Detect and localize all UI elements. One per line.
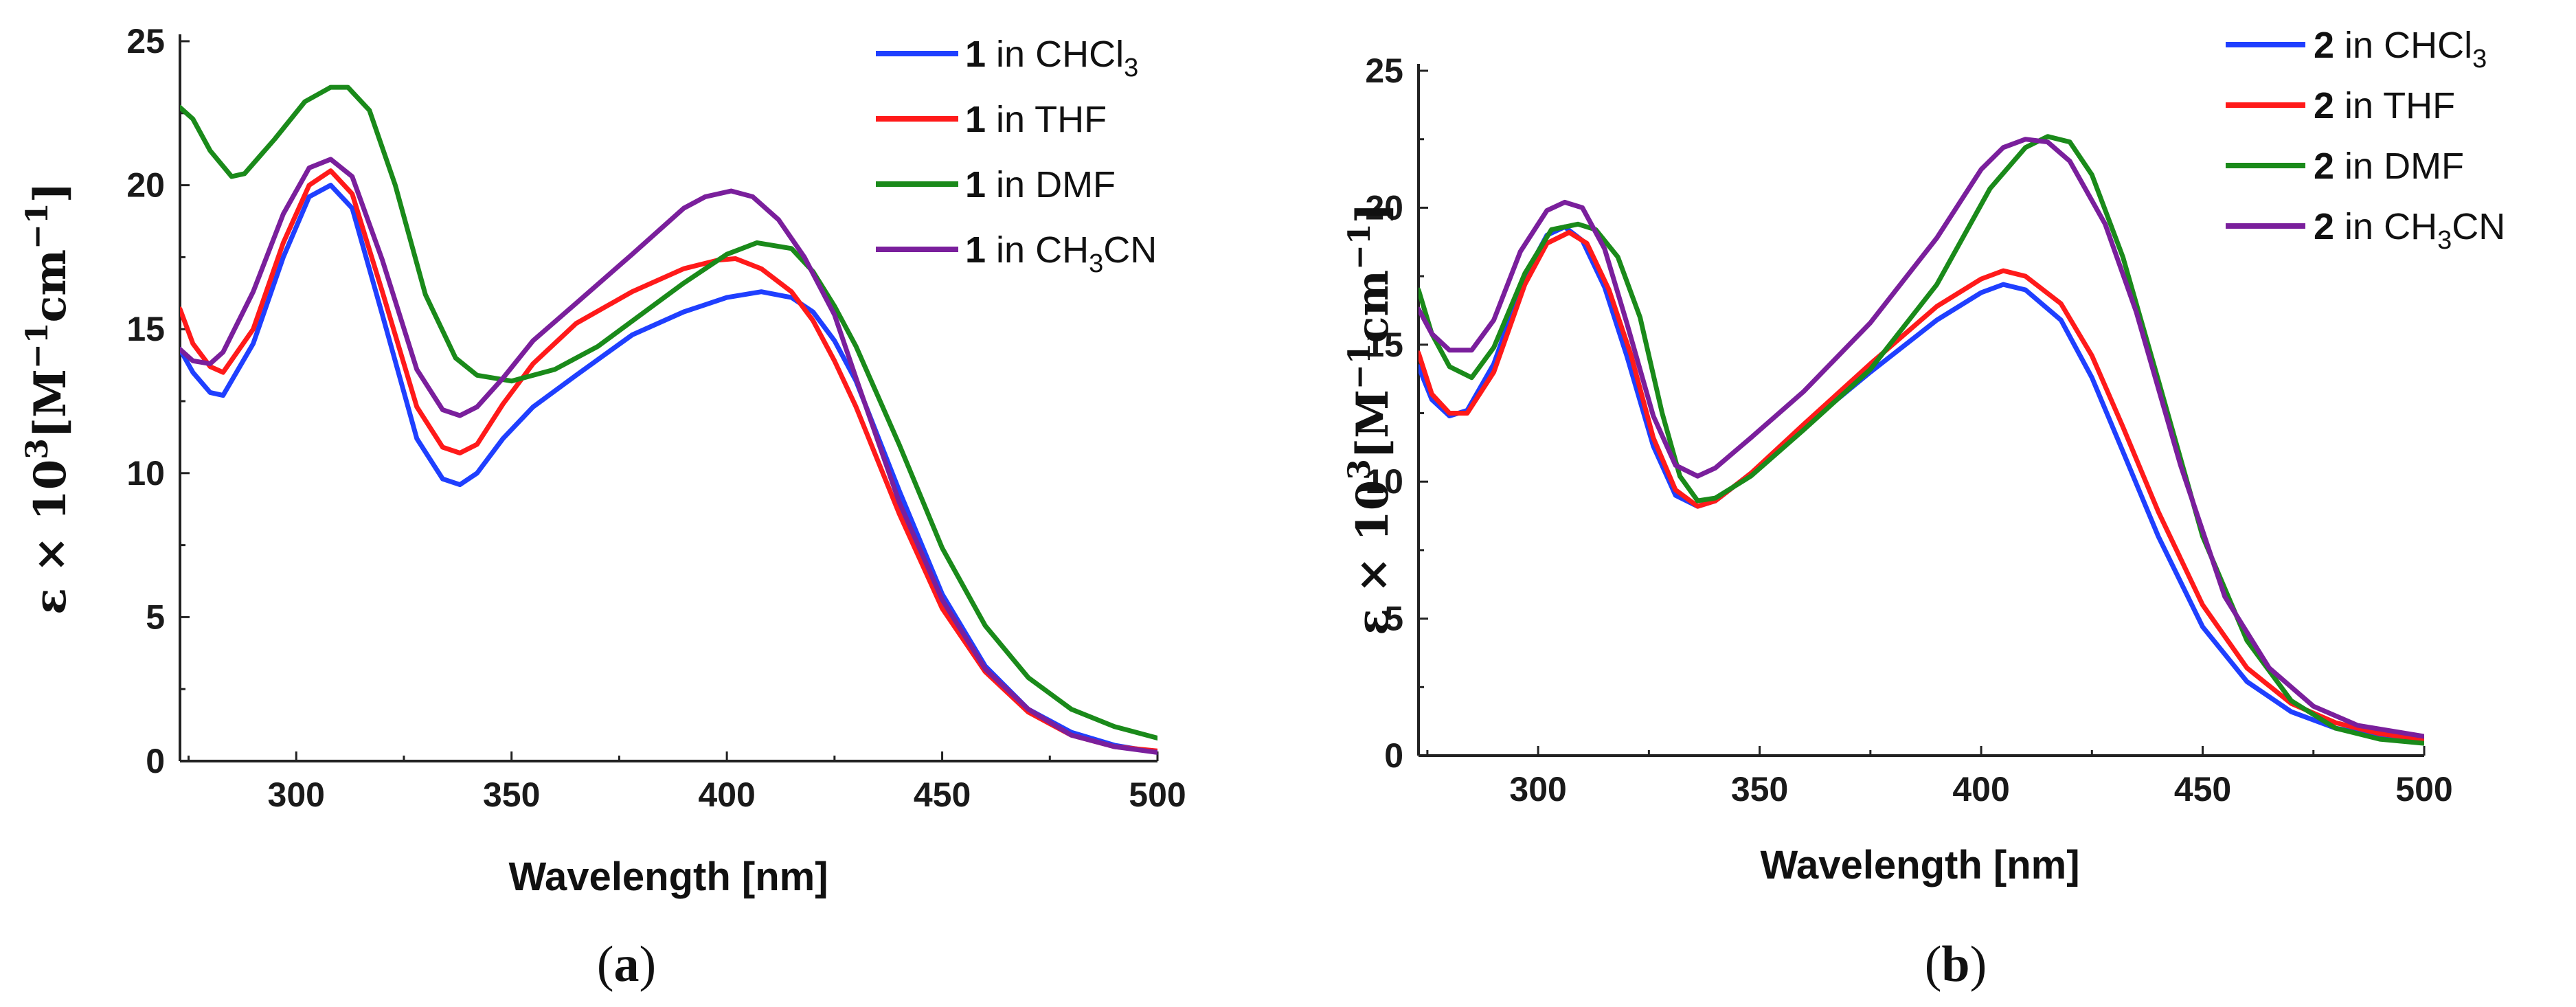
y-axis-title: ε × 103[M−1cm−1] — [20, 182, 76, 615]
series-1-in-chcl3-line — [180, 183, 1157, 755]
legend-entry: 1 in CHCl3 — [965, 34, 1138, 82]
y-tick-label: 5 — [146, 598, 165, 636]
x-tick-label: 350 — [483, 776, 540, 814]
x-tick-label: 500 — [1129, 776, 1186, 814]
legend-entry: 2 in DMF — [2314, 146, 2464, 187]
y-tick-label: 25 — [126, 22, 165, 60]
legend-entry: 1 in THF — [965, 99, 1107, 140]
x-tick-label: 500 — [2395, 770, 2452, 808]
legend-entry: 1 in DMF — [965, 164, 1116, 205]
y-tick-label: 15 — [126, 310, 165, 348]
x-tick-label: 300 — [1509, 770, 1566, 808]
x-tick-label: 450 — [914, 776, 971, 814]
panel-b-chart: 0 5 10 15 20 25 300 350 400 450 500 2 in CHCl3 2 in … — [1342, 25, 2505, 887]
x-tick-label: 400 — [698, 776, 755, 814]
series-2-in-ch3cn-line — [1419, 137, 2424, 739]
y-tick-label: 0 — [1384, 736, 1403, 775]
x-tick-label: 450 — [2174, 770, 2231, 808]
legend-entry: 1 in CH3CN — [965, 229, 1157, 278]
x-axis-title: Wavelength [nm] — [1760, 843, 2079, 887]
y-tick-label: 20 — [1365, 188, 1403, 227]
legend-entry: 2 in CH3CN — [2314, 206, 2505, 255]
panel-a-chart: 0 5 10 15 20 25 300 350 400 450 500 1 in CHCl3 1 in … — [20, 22, 1186, 899]
legend-entry: 2 in THF — [2314, 85, 2455, 126]
x-axis-title: Wavelength [nm] — [508, 855, 828, 899]
y-tick-label: 5 — [1384, 600, 1403, 638]
x-tick-label: 400 — [1952, 770, 2009, 808]
series-1-in-thf-line — [180, 168, 1157, 754]
series-2-in-thf-line — [1419, 229, 2424, 742]
panel-b-label: (b) — [1925, 936, 1987, 993]
series-1-in-dmf-line — [180, 84, 1157, 740]
series-1-in-ch3cn-line — [180, 157, 1157, 755]
y-tick-label: 0 — [146, 742, 165, 780]
y-tick-label: 10 — [126, 454, 165, 493]
y-tick-label: 20 — [126, 166, 165, 205]
y-axis-title: ε × 103[M−1cm−1] — [1342, 203, 1399, 635]
legend-entry: 2 in CHCl3 — [2314, 25, 2487, 73]
y-tick-label: 25 — [1365, 52, 1403, 90]
panel-a-label: (a) — [597, 936, 656, 993]
x-tick-label: 350 — [1731, 770, 1788, 808]
x-tick-label: 300 — [268, 776, 325, 814]
y-tick-label: 10 — [1365, 462, 1403, 501]
y-tick-label: 15 — [1365, 326, 1403, 364]
